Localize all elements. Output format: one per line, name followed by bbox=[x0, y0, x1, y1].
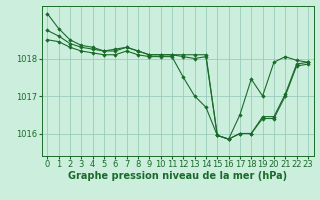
X-axis label: Graphe pression niveau de la mer (hPa): Graphe pression niveau de la mer (hPa) bbox=[68, 171, 287, 181]
